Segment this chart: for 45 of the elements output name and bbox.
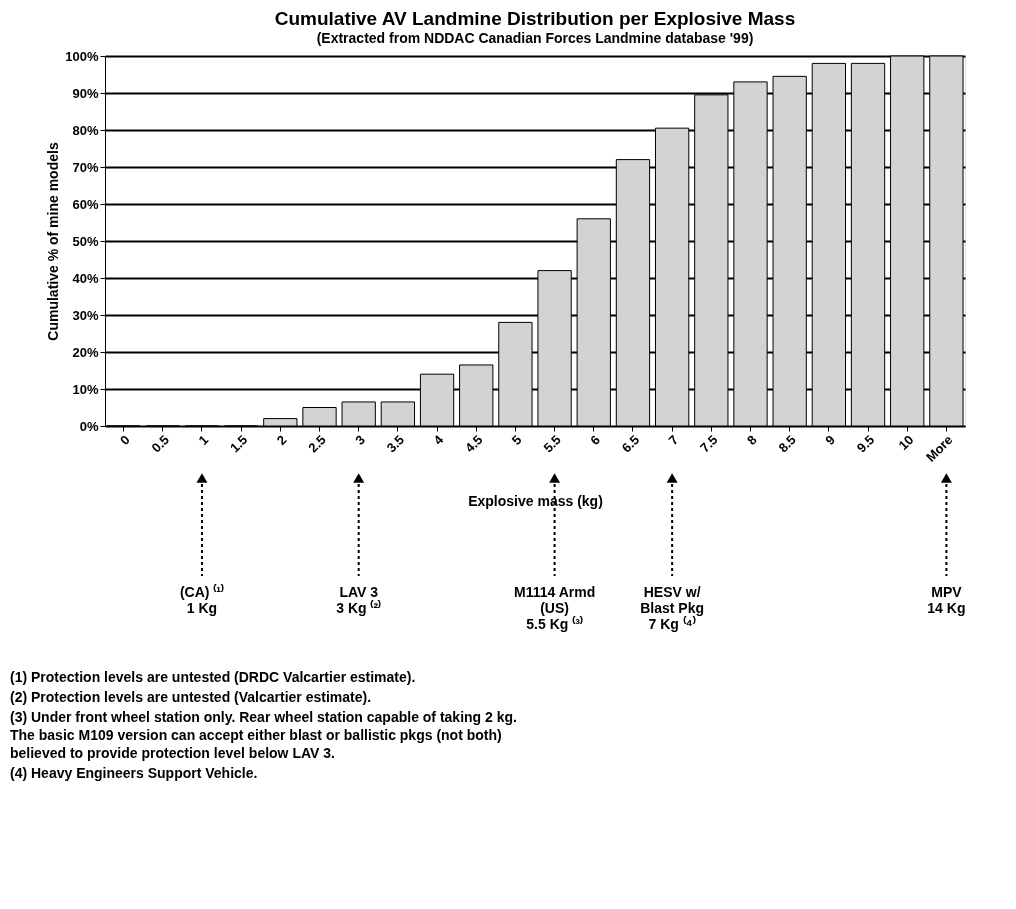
x-tick-label: 2.5: [305, 432, 329, 456]
annotation: LAV 3 3 Kg ⁽²⁾: [336, 584, 382, 616]
y-tick-label: 10%: [72, 381, 99, 397]
y-tick-label: 30%: [72, 307, 99, 323]
x-tick-label: 7: [665, 432, 682, 448]
y-tick-label: 70%: [72, 159, 99, 175]
annotation: HESV w/ Blast Pkg 7 Kg ⁽⁴⁾: [640, 584, 705, 632]
x-tick-label: 5.5: [540, 432, 564, 456]
x-tick-label: 3: [352, 432, 368, 448]
x-axis-title: Explosive mass (kg): [468, 492, 603, 509]
x-tick-label: 6.5: [618, 432, 643, 456]
annotation: MPV 14 Kg: [927, 584, 966, 616]
x-tick-label: 10: [895, 432, 917, 453]
x-tick-label: 9.5: [853, 432, 878, 456]
x-tick-label: 0.5: [148, 432, 172, 456]
y-tick-label: 80%: [72, 122, 99, 138]
annotation: M1114 Armd (US) 5.5 Kg ⁽³⁾: [513, 584, 596, 632]
text: (3) Under front wheel station only. Rear wheel station capable of taking 2 kg. The basic M109 version can accept either blast or ballistic pkgs (not both) believed to provide protection level below LAV 3.: [10, 709, 517, 761]
x-tick-label: 4.5: [462, 432, 486, 456]
y-tick-label: 40%: [72, 270, 99, 286]
x-tick-label: 8: [743, 432, 760, 448]
y-tick-label: 100%: [65, 48, 99, 64]
text: (2) Protection levels are untested (Valcartier estimate).: [10, 689, 372, 705]
x-tick-label: 0: [117, 432, 133, 448]
y-axis-title: Cumulative % of mine models: [45, 142, 62, 341]
x-tick-label: 8.5: [775, 432, 799, 456]
x-tick-label: 9: [822, 432, 839, 448]
x-tick-label: 5: [508, 432, 525, 448]
annotation: (CA) ⁽¹⁾ 1 Kg: [179, 584, 225, 616]
y-tick-label: 90%: [72, 85, 99, 101]
x-tick-label: 2: [273, 432, 290, 448]
x-tick-label: 6: [587, 432, 603, 448]
y-tick-label: 0%: [79, 418, 99, 434]
x-tick-label: 7.5: [697, 432, 721, 456]
x-tick-label: 4: [430, 431, 447, 448]
y-tick-label: 20%: [72, 344, 99, 360]
x-tick-label: 1: [195, 432, 212, 448]
x-tick-label: 3.5: [383, 432, 408, 456]
text: (1) Protection levels are untested (DRDC Valcartier estimate).: [10, 669, 416, 685]
y-tick-label: 50%: [72, 233, 99, 249]
chart-subtitle: (Extracted from NDDAC Canadian Forces Landmine database '99): [316, 30, 754, 46]
chart-title: Cumulative AV Landmine Distribution per Explosive Mass: [274, 8, 796, 29]
x-tick-label: 1.5: [226, 432, 251, 456]
y-tick-label: 60%: [72, 196, 99, 212]
text: (4) Heavy Engineers Support Vehicle.: [10, 765, 258, 781]
